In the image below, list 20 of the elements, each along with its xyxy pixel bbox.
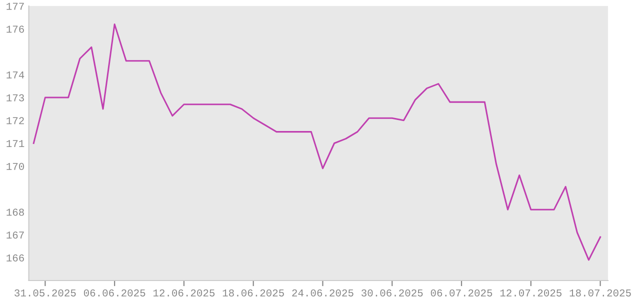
x-tick-label: 12.07.2025 bbox=[500, 289, 562, 296]
x-tick-label: 24.06.2025 bbox=[292, 289, 354, 296]
y-tick-label: 176 bbox=[6, 26, 24, 33]
x-tick-label: 18.06.2025 bbox=[222, 289, 284, 296]
y-tick-label: 173 bbox=[6, 94, 24, 102]
y-tick-label: 171 bbox=[6, 140, 24, 148]
y-tick-label: 166 bbox=[6, 254, 24, 262]
y-tick-label: 167 bbox=[6, 232, 24, 239]
y-tick-label: 172 bbox=[6, 117, 24, 124]
x-tick-label: 31.05.2025 bbox=[14, 289, 76, 296]
x-tick-label: 12.06.2025 bbox=[153, 289, 215, 296]
x-tick-label: 06.06.2025 bbox=[84, 289, 146, 296]
x-tick-label: 18.07.2025 bbox=[570, 289, 631, 296]
y-tick-label: 177 bbox=[6, 2, 24, 10]
y-tick-label: 174 bbox=[6, 72, 24, 78]
x-tick-label: 06.07.2025 bbox=[430, 289, 492, 296]
y-tick-label: 168 bbox=[6, 208, 24, 216]
x-tick-label: 30.06.2025 bbox=[362, 289, 423, 296]
y-tick-label: 170 bbox=[6, 162, 24, 170]
line-series bbox=[32, 24, 602, 261]
